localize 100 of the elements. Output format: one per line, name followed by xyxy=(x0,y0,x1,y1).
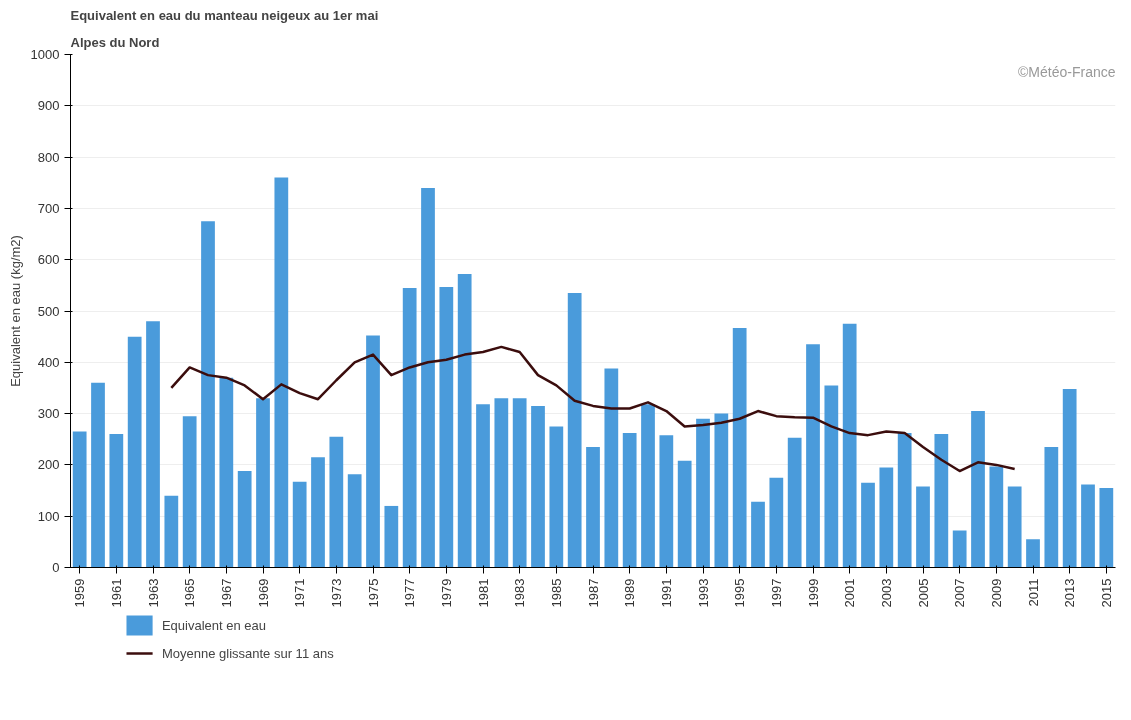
x-tick-label: 1977 xyxy=(402,578,418,608)
bar xyxy=(274,177,289,568)
bar xyxy=(457,274,472,568)
y-tick-label: 100 xyxy=(37,508,60,524)
x-tick-label: 1991 xyxy=(658,578,674,608)
x-tick-label: 2003 xyxy=(878,578,894,608)
bar xyxy=(219,377,234,568)
y-tick-label: 700 xyxy=(37,200,60,216)
y-tick-label: 400 xyxy=(37,354,60,370)
bar xyxy=(1007,486,1022,568)
x-tick-label: 1985 xyxy=(548,578,564,608)
bar xyxy=(366,335,380,568)
bar xyxy=(916,486,930,568)
line-series xyxy=(170,345,1016,473)
bar xyxy=(1044,446,1059,568)
bar xyxy=(347,474,362,568)
y-tick-label: 600 xyxy=(37,252,60,268)
bar xyxy=(402,287,417,568)
bar xyxy=(1026,539,1040,568)
y-tick-label: 0 xyxy=(52,560,60,575)
x-tick-label: 2013 xyxy=(1062,578,1078,608)
bar xyxy=(421,187,435,568)
bar xyxy=(146,321,160,568)
bar xyxy=(952,530,967,568)
y-tick-label: 300 xyxy=(37,406,60,422)
y-tick-label: 900 xyxy=(37,98,60,114)
bar xyxy=(311,457,325,568)
y-axis-title: Equivalent en eau (kg/m2) xyxy=(7,235,23,387)
bar xyxy=(787,437,802,568)
x-tick-label: 1967 xyxy=(218,578,234,608)
bar xyxy=(769,477,784,568)
bar xyxy=(476,404,490,568)
bar xyxy=(934,434,949,568)
x-tick-label: 1959 xyxy=(72,578,88,608)
chart-title: Equivalent en eau du manteau neigeux au 1er mai xyxy=(70,7,379,23)
x-tick-label: 1961 xyxy=(108,578,124,608)
bar xyxy=(329,436,344,568)
bar xyxy=(641,404,655,568)
bar xyxy=(1081,484,1095,568)
x-tick-label: 1975 xyxy=(365,578,381,608)
bar xyxy=(714,413,729,568)
x-tick-label: 1969 xyxy=(255,578,271,608)
bar xyxy=(879,467,894,568)
bar xyxy=(531,405,545,568)
bar xyxy=(861,482,875,568)
bar xyxy=(292,481,307,568)
bar xyxy=(824,385,839,568)
x-tick-label: 2009 xyxy=(988,578,1004,608)
y-tick-label: 800 xyxy=(37,149,60,165)
x-tick-label: 1979 xyxy=(438,578,454,608)
bar xyxy=(806,344,820,568)
bar xyxy=(384,505,399,568)
bar xyxy=(586,446,600,568)
x-tick-label: 1973 xyxy=(328,578,344,608)
x-tick-label: 2001 xyxy=(842,578,858,608)
bar xyxy=(72,431,87,568)
x-tick-label: 2015 xyxy=(1098,578,1114,608)
x-tick-label: 1965 xyxy=(182,578,198,608)
x-tick-label: 1999 xyxy=(805,578,821,608)
x-tick-label: 1981 xyxy=(475,578,491,608)
chart-subtitle: Alpes du Nord xyxy=(70,34,160,50)
bar xyxy=(677,460,692,568)
x-tick-label: 2007 xyxy=(952,578,968,608)
y-tick-label: 1000 xyxy=(30,47,60,62)
x-tick-label: 1997 xyxy=(768,578,784,608)
y-tick-label: 200 xyxy=(37,457,60,473)
x-tick-label: 2005 xyxy=(915,578,931,608)
bar xyxy=(512,398,527,568)
bar xyxy=(604,368,619,568)
bar xyxy=(897,433,912,568)
bar xyxy=(164,495,179,568)
legend-label: Moyenne glissante sur 11 ans xyxy=(161,646,335,661)
bar xyxy=(989,466,1004,568)
bar xyxy=(439,286,454,568)
bar xyxy=(751,501,765,568)
x-tick-label: 1963 xyxy=(145,578,161,608)
bar xyxy=(659,435,674,568)
bar xyxy=(971,411,985,568)
bar xyxy=(1062,388,1077,568)
bar xyxy=(91,382,105,568)
bar xyxy=(696,418,710,568)
bar xyxy=(127,336,142,568)
bar xyxy=(622,433,637,568)
bar xyxy=(109,434,124,568)
bar xyxy=(732,327,747,568)
bar xyxy=(549,426,564,568)
annotation: ©Météo-France xyxy=(1018,63,1116,80)
bar xyxy=(237,471,252,568)
x-tick-label: 1987 xyxy=(585,578,601,608)
bar xyxy=(1099,487,1114,568)
x-tick-label: 1983 xyxy=(512,578,528,608)
bar xyxy=(842,323,857,568)
x-tick-label: 1989 xyxy=(622,578,638,608)
bar xyxy=(494,398,509,568)
bar xyxy=(256,398,270,568)
x-tick-label: 2011 xyxy=(1025,578,1041,607)
bar xyxy=(182,416,197,568)
legend-label: Equivalent en eau xyxy=(161,618,267,633)
bar xyxy=(201,221,215,568)
bar xyxy=(567,293,582,568)
